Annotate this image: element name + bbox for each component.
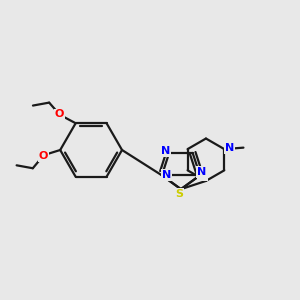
Text: N: N [225,142,234,153]
Text: N: N [197,167,206,177]
Text: S: S [176,189,183,199]
Text: N: N [198,170,207,180]
Text: N: N [162,170,171,180]
Text: O: O [55,110,64,119]
Text: N: N [161,146,170,157]
Text: O: O [38,151,48,161]
